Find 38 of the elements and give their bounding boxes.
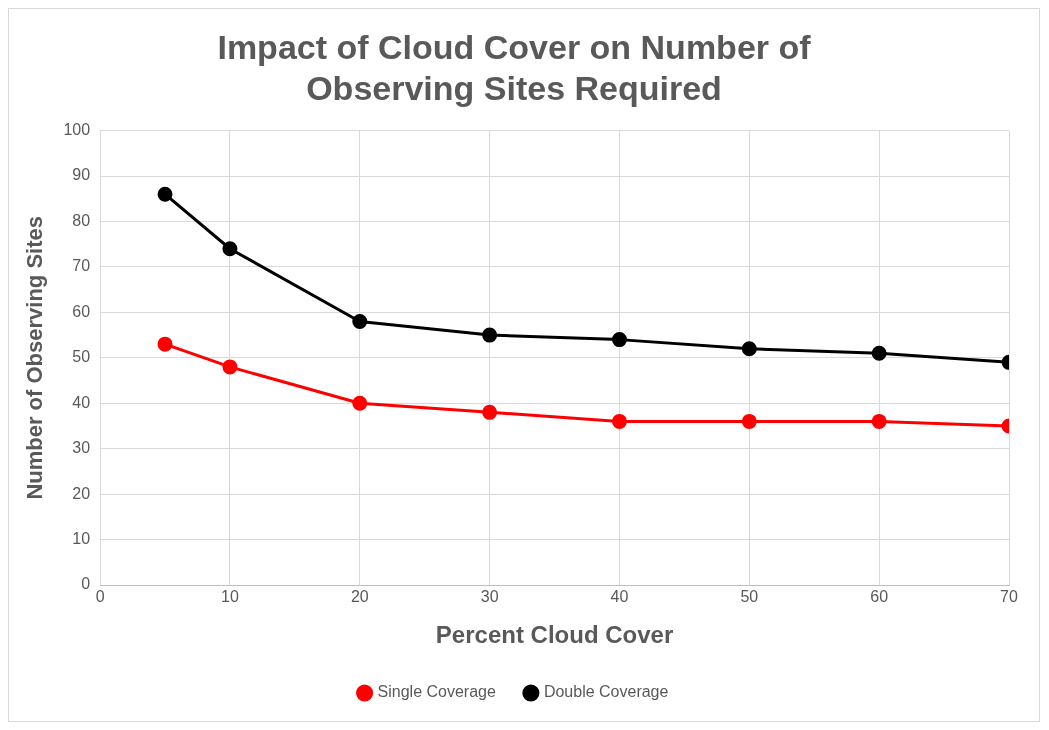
legend-label: Single Coverage [377,683,496,701]
y-tick-label: 70 [72,257,91,275]
point [741,413,757,429]
point [871,345,887,361]
point [222,241,238,257]
point [482,404,498,420]
legend-label: Double Coverage [543,683,669,701]
point [482,327,498,343]
y-axis-title: Number of Observing Sites [22,215,48,500]
point [611,413,627,429]
y-tick-label: 80 [72,211,91,229]
y-tick-label: 50 [72,348,91,366]
point [741,341,757,357]
y-tick-label: 10 [72,529,91,547]
y-tick-label: 0 [81,575,91,593]
y-tick-label: 20 [72,484,91,502]
point [352,313,368,329]
x-tick-label: 40 [610,588,629,606]
chart-title: Impact of Cloud Cover on Number of Observing Sites Required [217,27,812,107]
x-tick-label: 20 [350,588,369,606]
y-tick-label: 40 [72,393,91,411]
point [871,413,887,429]
x-tick-label: 0 [95,588,105,606]
point [222,359,238,375]
y-tick-label: 100 [63,121,91,139]
x-tick-label: 60 [870,588,889,606]
x-tick-label: 30 [480,588,499,606]
y-tick-label: 60 [72,302,91,320]
y-tick-label: 30 [72,439,91,457]
x-tick-label: 70 [1000,588,1018,606]
point [157,186,173,202]
x-tick-label: 50 [740,588,759,606]
point [352,395,368,411]
point [611,332,627,348]
x-axis-title: Percent Cloud Cover [435,621,674,649]
x-tick-label: 10 [221,588,239,606]
y-tick-label: 90 [72,166,91,184]
point [157,336,173,352]
